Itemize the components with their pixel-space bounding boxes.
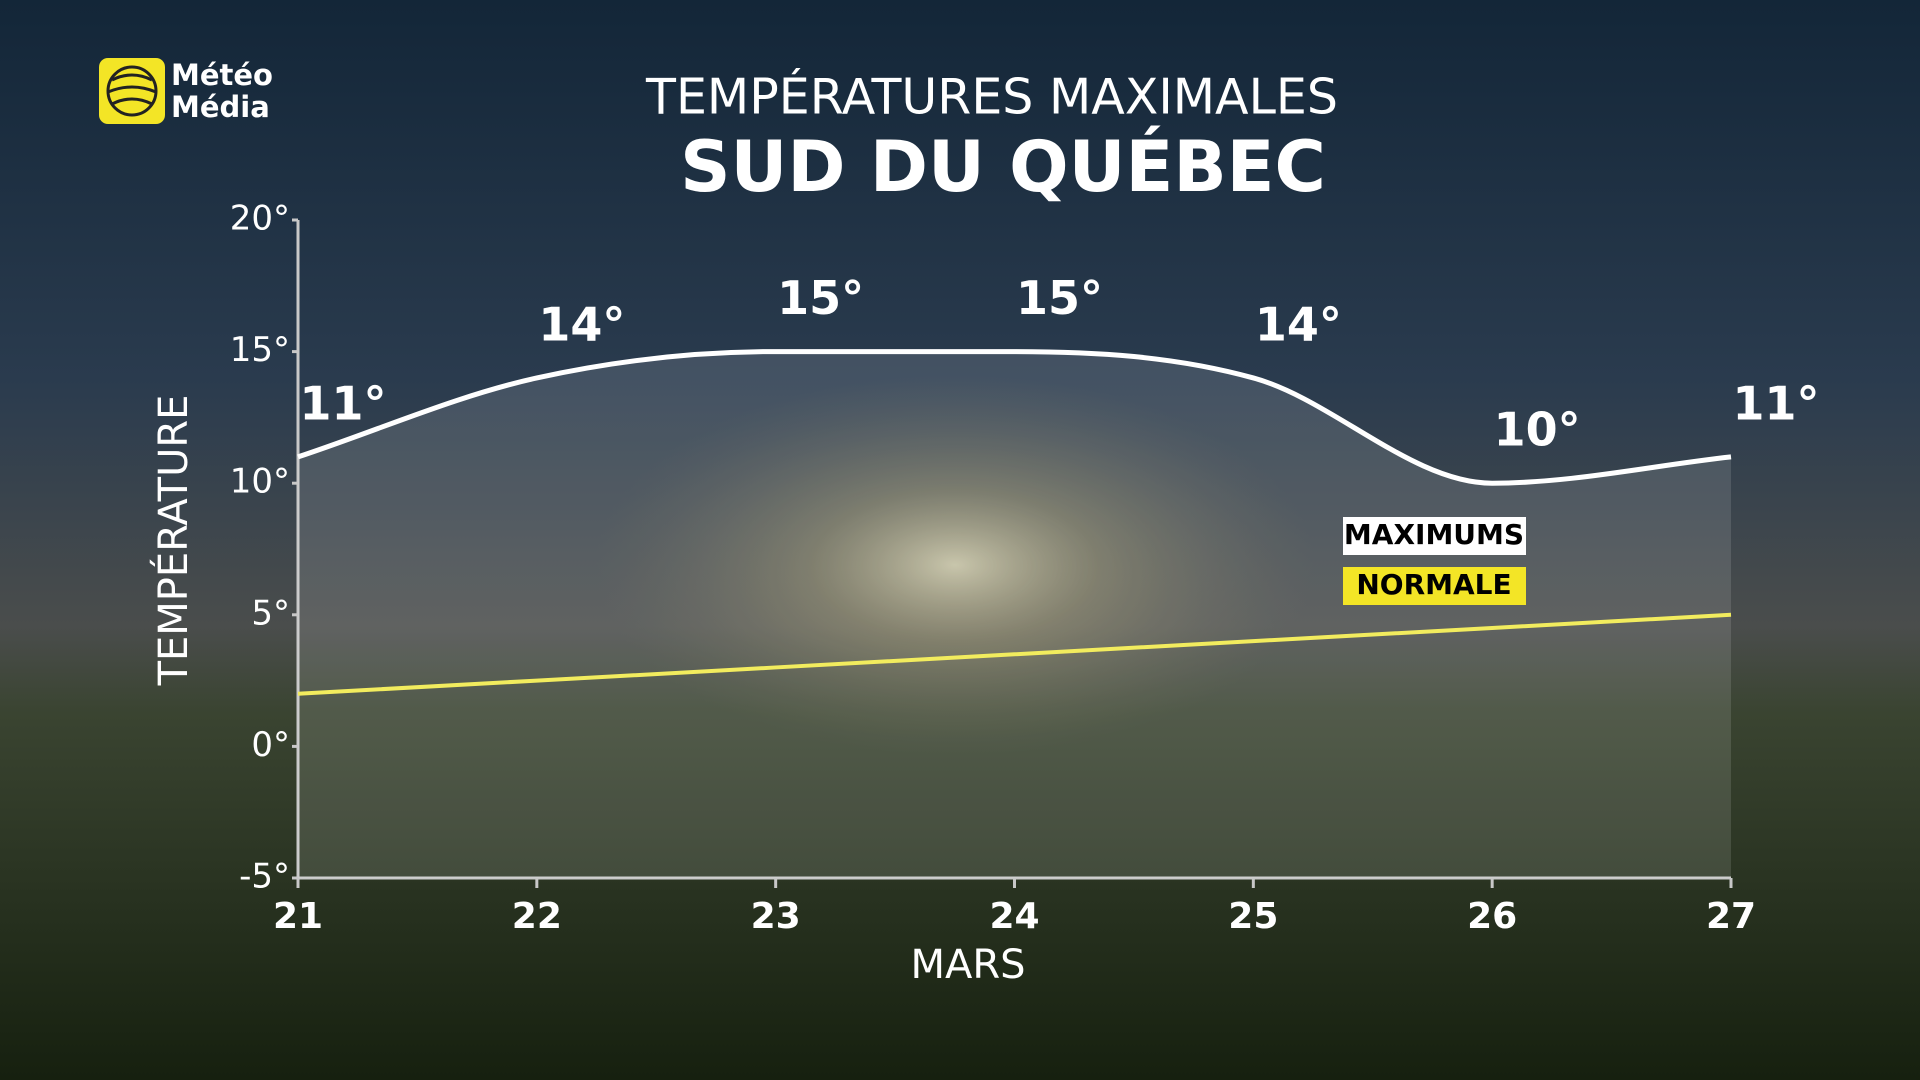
chart-title: TEMPÉRATURES MAXIMALES [645, 67, 1338, 126]
logo: Météo Média [99, 58, 273, 124]
y-tick-label: 0° [251, 725, 290, 765]
x-axis-label: MARS [910, 942, 1025, 988]
y-tick-label: 20° [230, 199, 290, 239]
data-label: 14° [538, 297, 625, 351]
data-label: 11° [1732, 376, 1819, 430]
line [297, 349, 1732, 486]
legend-box [1343, 517, 1526, 555]
data-label: 15° [777, 271, 864, 325]
logo-text: Média [171, 90, 270, 124]
legend-box [1343, 567, 1526, 605]
y-tick-label: 10° [230, 462, 290, 502]
data-label: 14° [1255, 297, 1342, 351]
y-tick-label: 5° [251, 593, 290, 633]
y-tick-label: -5° [239, 857, 290, 897]
line [297, 612, 1732, 696]
area [298, 351, 1731, 879]
x-tick-label: 22 [512, 896, 562, 937]
chart-subtitle: SUD DU QUÉBEC [680, 126, 1326, 208]
x-tick-label: 25 [1228, 896, 1278, 937]
logo-text: Météo [171, 58, 273, 92]
x-tick-label: 24 [989, 896, 1039, 937]
sun-glow [595, 375, 1315, 755]
data-label: 15° [1016, 271, 1103, 325]
y-axis-label: TEMPÉRATURE [149, 395, 197, 687]
x-tick-label: 26 [1467, 896, 1517, 937]
legend-label: NORMALE [1356, 568, 1511, 601]
logo-lines [107, 73, 157, 106]
y-tick-label: 15° [230, 330, 290, 370]
data-label: 11° [299, 376, 386, 430]
x-tick-label: 21 [273, 896, 323, 937]
x-tick-label: 23 [751, 896, 801, 937]
x-tick-label: 27 [1706, 896, 1756, 937]
data-label: 10° [1494, 403, 1581, 457]
legend-label: MAXIMUMS [1344, 518, 1524, 551]
